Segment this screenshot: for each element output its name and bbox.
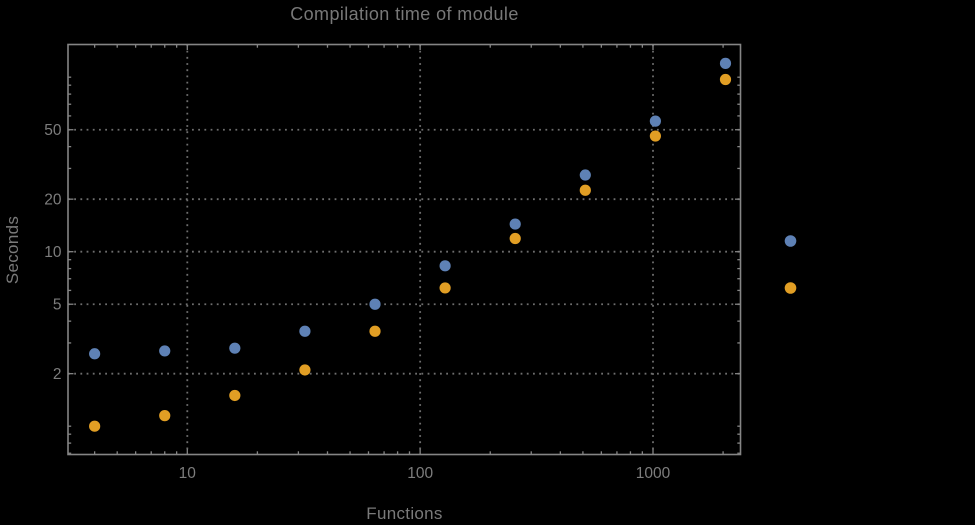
data-point-series-orange-x64	[369, 325, 381, 337]
data-point-series-orange-x16	[229, 389, 241, 402]
chart-title: Compilation time of module	[290, 4, 519, 24]
data-point-series-blue-x64	[369, 298, 381, 310]
data-point-series-orange-x2048	[719, 73, 732, 86]
data-point-series-blue-x4	[89, 348, 101, 360]
y-tick-label-20: 20	[44, 191, 62, 208]
data-point-series-blue-x2048	[719, 57, 732, 69]
x-axis-label: Functions	[366, 504, 443, 523]
data-point-series-blue-x1024	[649, 115, 661, 127]
data-point-series-orange-x1024	[649, 130, 661, 142]
legend-marker-blue	[784, 235, 797, 247]
y-tick-label-10: 10	[44, 244, 62, 261]
data-point-series-blue-x32	[299, 325, 311, 337]
legend-marker-orange	[784, 282, 797, 294]
data-point-series-blue-x16	[229, 342, 241, 354]
y-tick-label-5: 5	[53, 296, 62, 313]
data-point-series-blue-x512	[579, 169, 591, 181]
data-point-series-orange-x8	[159, 410, 171, 422]
data-point-series-orange-x128	[439, 282, 451, 294]
plot-frame	[67, 43, 742, 456]
data-point-series-blue-x256	[509, 218, 521, 230]
data-point-series-blue-x8	[159, 345, 171, 357]
data-point-series-orange-x4	[89, 420, 101, 432]
data-point-series-orange-x32	[299, 364, 311, 376]
x-tick-label-100: 100	[407, 465, 433, 482]
y-tick-label-2: 2	[53, 366, 62, 383]
y-tick-label-50: 50	[44, 122, 62, 139]
data-point-series-orange-x512	[579, 184, 591, 196]
data-point-series-orange-x256	[509, 232, 521, 245]
data-point-series-blue-x128	[439, 260, 451, 272]
x-tick-label-10: 10	[179, 465, 197, 482]
x-tick-label-1000: 1000	[636, 465, 671, 482]
